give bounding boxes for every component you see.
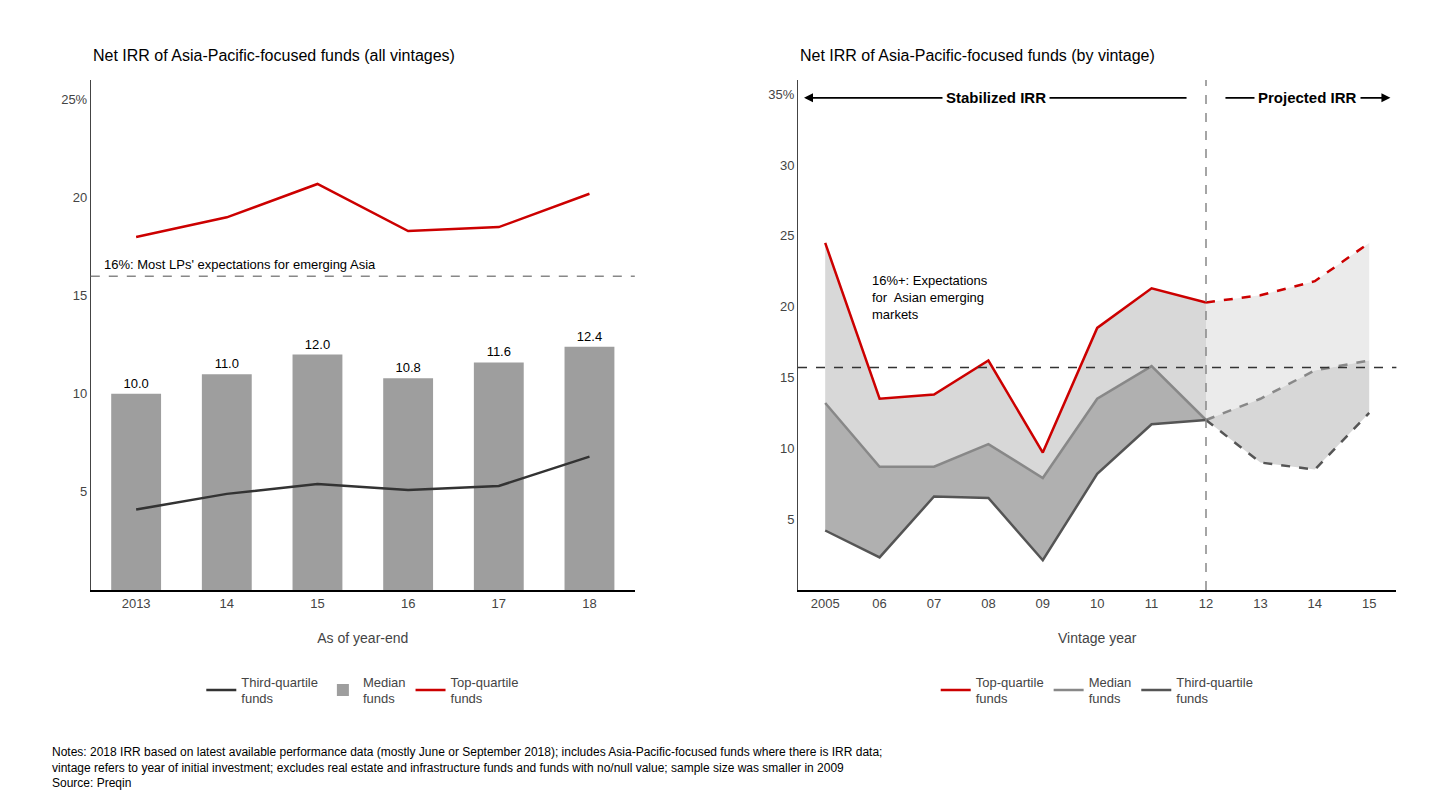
svg-text:11.6: 11.6 [487,344,511,359]
svg-text:Notes: 2018 IRR based on lates: Notes: 2018 IRR based on latest availabl… [52,745,882,790]
svg-text:18: 18 [582,596,596,611]
svg-text:5: 5 [80,484,87,499]
svg-text:12.0: 12.0 [305,337,330,352]
svg-text:16: 16 [401,596,415,611]
svg-text:11.0: 11.0 [215,356,239,371]
svg-text:Net IRR of Asia-Pacific-focuse: Net IRR of Asia-Pacific-focused funds (b… [800,47,1155,64]
svg-text:Medianfunds: Medianfunds [1089,675,1132,707]
svg-text:13: 13 [1253,596,1267,611]
svg-text:20: 20 [73,190,87,205]
svg-text:15: 15 [1362,596,1376,611]
svg-text:2005: 2005 [811,596,840,611]
svg-text:10: 10 [73,386,87,401]
svg-text:5: 5 [787,512,794,527]
svg-text:Net IRR of Asia-Pacific-focuse: Net IRR of Asia-Pacific-focused funds (a… [93,47,455,64]
svg-text:14: 14 [220,596,234,611]
svg-text:Third-quartilefunds: Third-quartilefunds [1176,675,1253,707]
svg-text:09: 09 [1036,596,1050,611]
svg-text:10: 10 [780,441,794,456]
svg-text:15: 15 [780,370,794,385]
svg-text:12: 12 [1199,596,1213,611]
svg-text:Vintage year: Vintage year [1058,630,1137,646]
svg-text:07: 07 [927,596,941,611]
svg-text:15: 15 [73,288,87,303]
svg-text:11: 11 [1145,596,1159,611]
svg-text:06: 06 [872,596,886,611]
svg-text:16%: Most LPs' expectations fo: 16%: Most LPs' expectations for emerging… [104,257,376,272]
svg-text:30: 30 [780,158,794,173]
svg-text:35%: 35% [768,87,794,102]
svg-text:08: 08 [981,596,995,611]
svg-text:Third-quartilefunds: Third-quartilefunds [241,675,318,707]
svg-text:Top-quartilefunds: Top-quartilefunds [451,675,519,707]
svg-text:10: 10 [1090,596,1104,611]
svg-text:14: 14 [1308,596,1322,611]
svg-text:20: 20 [780,299,794,314]
svg-text:10.8: 10.8 [395,360,420,375]
svg-text:Projected IRR: Projected IRR [1258,89,1357,106]
svg-text:17: 17 [492,596,506,611]
svg-text:10.0: 10.0 [123,376,148,391]
svg-text:As of year-end: As of year-end [317,630,408,646]
svg-text:16%+: Expectationsfor Asian e: 16%+: Expectationsfor Asian emergingmark… [872,273,988,322]
svg-text:25: 25 [780,228,794,243]
svg-text:Medianfunds: Medianfunds [363,675,406,707]
svg-text:2013: 2013 [122,596,151,611]
svg-text:12.4: 12.4 [577,329,602,344]
svg-text:Stabilized IRR: Stabilized IRR [946,89,1046,106]
svg-text:15: 15 [310,596,324,611]
svg-text:Top-quartilefunds: Top-quartilefunds [976,675,1044,707]
svg-text:25%: 25% [61,92,87,107]
